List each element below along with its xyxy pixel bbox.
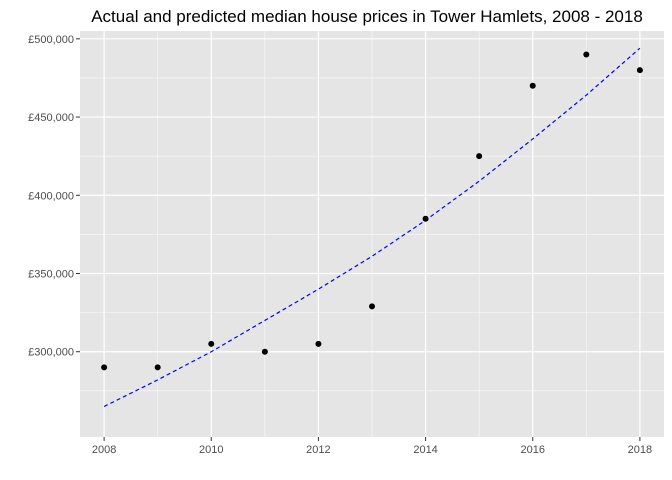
chart-title: Actual and predicted median house prices… bbox=[91, 7, 643, 26]
data-point bbox=[261, 348, 268, 355]
plot-area: 2008 2010 2012 2014 2016 2018 £300,000 £350,000… bbox=[28, 31, 664, 456]
data-point bbox=[476, 153, 483, 160]
y-tick-label: £400,000 bbox=[28, 190, 74, 202]
prediction-line bbox=[103, 47, 641, 408]
y-tick-label: £450,000 bbox=[28, 112, 74, 124]
data-point bbox=[422, 215, 429, 222]
x-tick-label: 2018 bbox=[628, 444, 652, 456]
y-tick-label: £300,000 bbox=[28, 347, 74, 359]
data-point bbox=[636, 67, 643, 74]
data-point bbox=[315, 340, 322, 347]
x-tick-label: 2014 bbox=[413, 444, 437, 456]
x-tick-label: 2016 bbox=[520, 444, 544, 456]
data-point bbox=[101, 364, 108, 371]
data-point bbox=[154, 364, 161, 371]
data-point bbox=[529, 82, 536, 89]
y-tick-label: £500,000 bbox=[28, 34, 74, 46]
data-point bbox=[369, 303, 375, 310]
x-tick-label: 2010 bbox=[199, 444, 223, 456]
data-point bbox=[208, 340, 215, 347]
data-point bbox=[583, 51, 590, 58]
x-tick-label: 2012 bbox=[306, 444, 330, 456]
x-tick-label: 2008 bbox=[92, 444, 116, 456]
y-tick-label: £350,000 bbox=[28, 269, 74, 281]
